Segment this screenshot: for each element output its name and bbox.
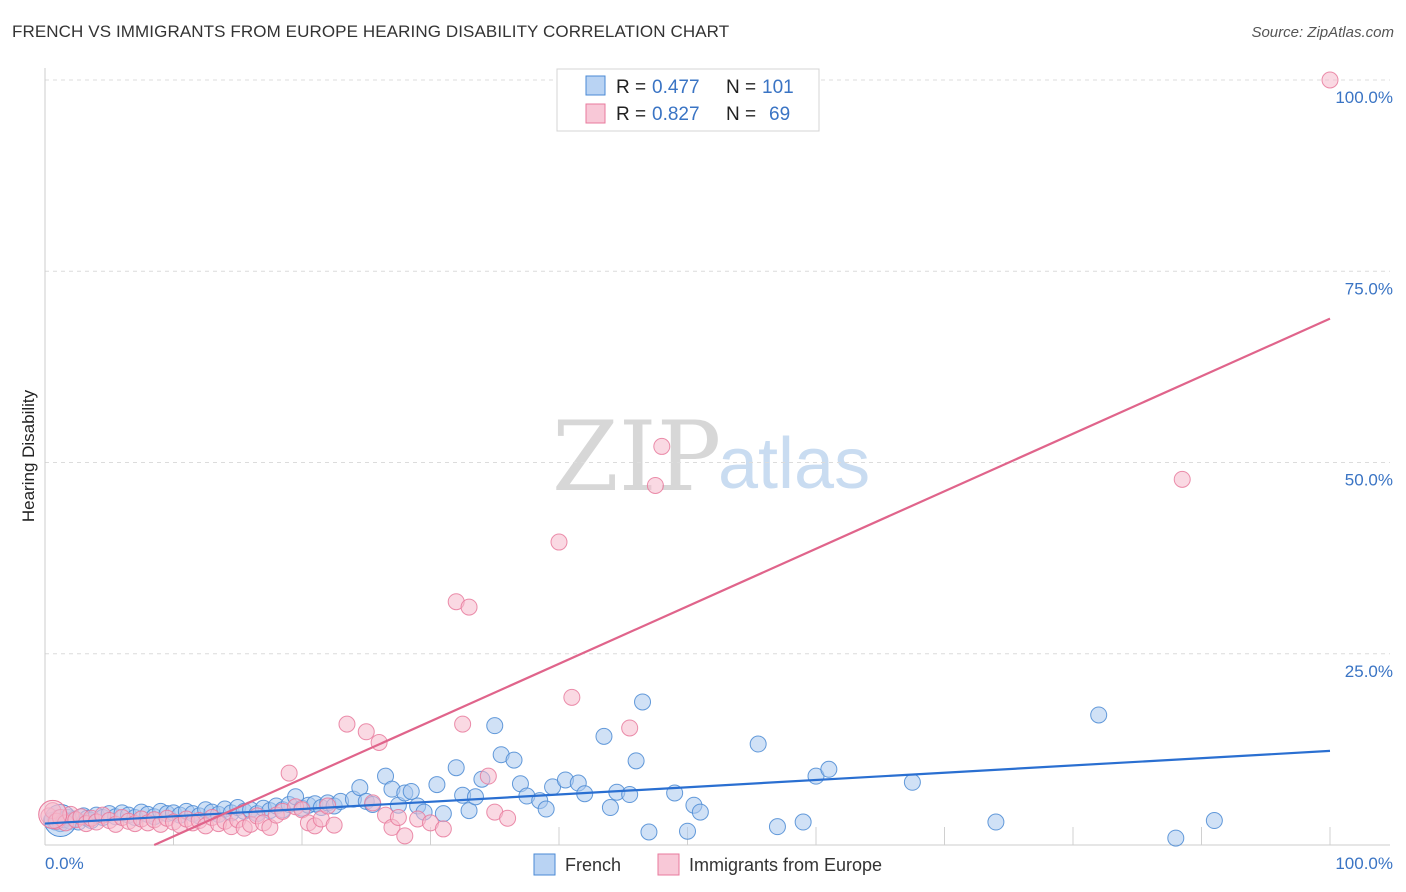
immigrants-point [434, 820, 452, 838]
y-tick-label: 100.0% [1335, 88, 1393, 107]
legend-n-value-1: 101 [762, 77, 794, 98]
immigrants-point [389, 808, 407, 826]
immigrants-point [550, 533, 568, 551]
french-trend-line [44, 749, 1331, 825]
y-axis-label: Hearing Disability [19, 389, 38, 522]
french-point [595, 727, 613, 745]
immigrants-point [479, 767, 497, 785]
french-point [903, 773, 921, 791]
immigrants-point [325, 816, 343, 834]
immigrants-point [1321, 71, 1339, 89]
y-tick-label: 50.0% [1345, 471, 1393, 490]
french-point [1090, 706, 1108, 724]
legend-swatch-french [585, 75, 606, 96]
immigrants-point [338, 715, 356, 733]
immigrants-point [454, 715, 472, 733]
french-point [1205, 812, 1223, 830]
immigrants-trend-line [153, 317, 1331, 847]
immigrants-point [499, 809, 517, 827]
french-point [820, 760, 838, 778]
y-tick-label: 25.0% [1345, 662, 1393, 681]
french-point [640, 823, 658, 841]
legend-n-value-2: 69 [769, 104, 790, 125]
french-point [351, 779, 369, 797]
immigrants-point [653, 437, 671, 455]
french-point [460, 802, 478, 820]
watermark-atlas: atlas [718, 424, 870, 504]
french-point [768, 818, 786, 836]
french-point [679, 822, 696, 840]
french-point [1167, 829, 1185, 847]
legend-n-label-2: N = [726, 104, 756, 125]
immigrants-point [280, 764, 298, 782]
bottom-legend-swatch-french [533, 853, 556, 876]
source-credit: Source: ZipAtlas.com [1251, 24, 1394, 41]
legend-r-label-1: R = [616, 77, 646, 98]
french-point [987, 813, 1005, 831]
french-point [402, 782, 420, 800]
french-point [447, 759, 465, 777]
watermark-zip: ZIP [552, 401, 721, 513]
french-point [601, 799, 619, 817]
x-tick-label: 0.0% [45, 854, 84, 873]
immigrants-point [1173, 470, 1191, 488]
legend: R = 0.477 N = 101 R = 0.827 N = 69 [556, 68, 820, 132]
chart-title: FRENCH VS IMMIGRANTS FROM EUROPE HEARING… [12, 22, 730, 41]
immigrants-point [357, 723, 375, 741]
bottom-legend-label-immigrants: Immigrants from Europe [689, 855, 882, 875]
x-tick-label: 100.0% [1335, 854, 1393, 873]
legend-r-value-1: 0.477 [652, 77, 700, 98]
trend-lines [44, 317, 1331, 847]
french-point [634, 693, 652, 711]
french-point [794, 813, 812, 831]
french-point [505, 751, 523, 769]
bottom-legend-label-french: French [565, 855, 621, 875]
legend-n-label-1: N = [726, 77, 756, 98]
y-tick-labels: 25.0% 50.0% 75.0% 100.0% [1335, 88, 1393, 681]
watermark: ZIP atlas [552, 401, 870, 513]
immigrants-point [646, 476, 664, 494]
x-tick-labels: 0.0% 100.0% [45, 854, 1393, 873]
immigrants-point [396, 827, 414, 845]
french-point [749, 735, 767, 753]
y-tick-label: 75.0% [1345, 279, 1393, 298]
french-point [537, 800, 555, 818]
french-point [691, 803, 709, 821]
immigrants-point [364, 794, 382, 812]
french-point [466, 788, 484, 806]
legend-swatch-immigrants [585, 103, 606, 124]
french-point [621, 786, 639, 804]
immigrants-point [563, 688, 581, 706]
french-point [428, 776, 446, 794]
immigrants-point [621, 719, 639, 737]
immigrants-point [319, 797, 337, 815]
bottom-legend: French Immigrants from Europe [533, 853, 882, 876]
immigrants-point [38, 799, 68, 829]
legend-r-label-2: R = [616, 104, 646, 125]
bottom-legend-swatch-immigrants [657, 853, 680, 876]
french-point [486, 717, 504, 735]
immigrants-point [460, 598, 478, 616]
french-point [627, 752, 645, 770]
gridlines [45, 79, 1390, 655]
legend-r-value-2: 0.827 [652, 104, 700, 125]
